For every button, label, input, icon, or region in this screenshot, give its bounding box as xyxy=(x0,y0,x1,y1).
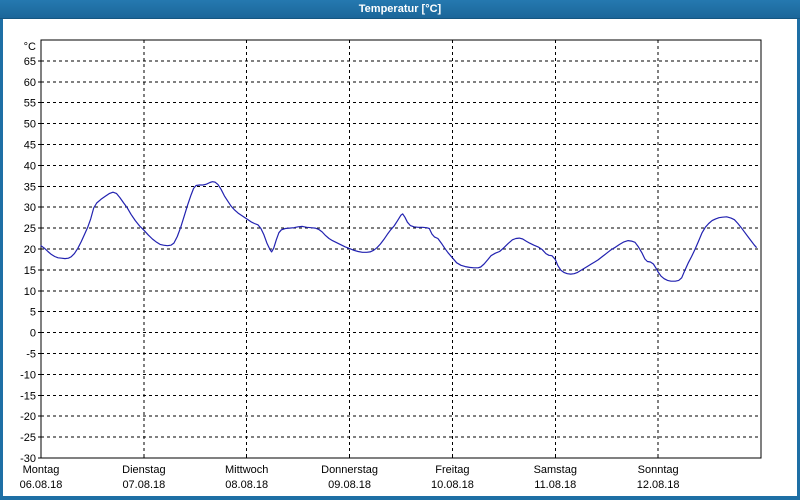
y-tick-label: 25 xyxy=(24,223,36,235)
y-tick-label: 35 xyxy=(24,181,36,193)
x-day-label: Sonntag xyxy=(638,464,679,476)
y-tick-label: -15 xyxy=(20,390,36,402)
y-tick-label: 20 xyxy=(24,244,36,256)
temperature-series-line xyxy=(40,181,757,282)
y-tick-label: 65 xyxy=(24,56,36,68)
y-tick-label: -5 xyxy=(26,349,36,361)
y-tick-label: 55 xyxy=(24,98,36,110)
x-date-label: 07.08.18 xyxy=(122,479,165,491)
x-date-label: 09.08.18 xyxy=(328,479,371,491)
y-tick-label: 40 xyxy=(24,160,36,172)
y-tick-label: 45 xyxy=(24,140,36,152)
chart-content-area: 65 60 55 50 45 40 35 30 25 20 15 10 5 0 -5 -10 -15 -20 -25… xyxy=(3,19,797,496)
window-title: Temperatur [°C] xyxy=(358,3,442,15)
temperature-line-chart: 65605550454035302520151050-5-10-15-20-25… xyxy=(20,39,762,491)
x-date-label: 12.08.18 xyxy=(637,479,680,491)
y-tick-label: 0 xyxy=(30,328,36,340)
x-date-label: 08.08.18 xyxy=(225,479,268,491)
x-day-label: Donnerstag xyxy=(321,464,378,476)
x-date-label: 11.08.18 xyxy=(534,479,576,491)
y-tick-label: -20 xyxy=(20,411,36,423)
x-day-label: Samstag xyxy=(534,464,577,476)
y-tick-label: 60 xyxy=(24,77,36,89)
y-tick-label: 5 xyxy=(30,307,36,319)
window-title-bar: Temperatur [°C] xyxy=(0,0,800,19)
x-day-label: Freitag xyxy=(435,464,469,476)
x-date-label: 06.08.18 xyxy=(20,479,63,491)
y-tick-label: 50 xyxy=(24,119,36,131)
y-axis-unit-label: °C xyxy=(24,41,36,53)
x-date-label: 10.08.18 xyxy=(431,479,474,491)
y-tick-label: 30 xyxy=(24,202,36,214)
x-day-label: Mittwoch xyxy=(225,464,268,476)
x-day-label: Montag xyxy=(23,464,60,476)
y-tick-label: -10 xyxy=(20,369,36,381)
y-tick-label: -25 xyxy=(20,432,36,444)
y-tick-label: -30 xyxy=(20,453,36,465)
y-tick-label: 10 xyxy=(24,286,36,298)
plot-border xyxy=(40,39,762,459)
x-day-label: Dienstag xyxy=(122,464,165,476)
y-tick-label: 15 xyxy=(24,265,36,277)
